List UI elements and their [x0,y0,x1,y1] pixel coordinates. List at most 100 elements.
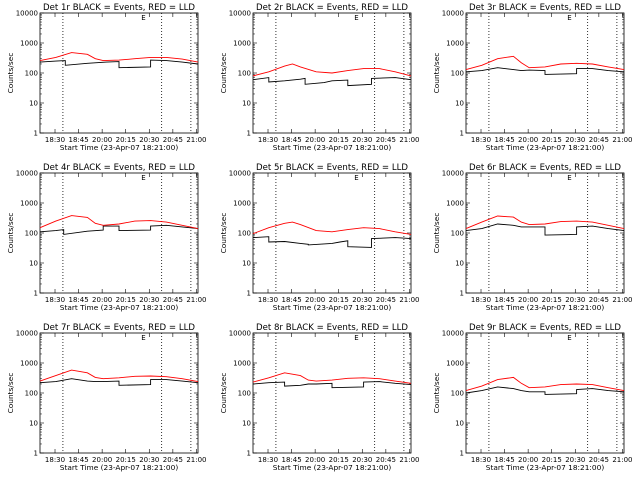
y-tick-label: 1 [34,450,38,458]
x-axis-label: Start Time (23-Apr-07 18:21:00) [273,143,392,152]
y-tick-label: 10000 [229,330,251,338]
y-tick-label: 1000 [233,40,251,48]
y-tick-label: 10 [242,100,251,108]
y-tick-label: 1000 [20,360,38,368]
y-axis-label: Counts/sec [6,213,15,254]
x-tick-label: 18:45 [494,136,514,144]
x-tick-label: 20:00 [92,296,112,304]
x-tick-label: 20:00 [305,136,325,144]
y-axis-label: Counts/sec [6,373,15,414]
x-tick-label: 20:15 [542,136,562,144]
x-tick-label: 20:30 [352,456,372,464]
x-tick-label: 20:00 [92,136,112,144]
x-tick-label: 20:00 [518,296,538,304]
legend-glyph: E [354,14,358,22]
x-tick-label: 20:00 [518,136,538,144]
x-tick-label: 20:30 [565,456,585,464]
x-tick-label: 21:00 [612,456,632,464]
x-tick-label: 20:45 [589,296,609,304]
panel-title: Det 9r BLACK = Events, RED = LLD [469,323,621,333]
x-tick-label: 20:15 [542,296,562,304]
x-tick-label: 18:30 [258,456,278,464]
panel-title: Det 6r BLACK = Events, RED = LLD [469,163,621,173]
x-tick-label: 18:45 [68,136,88,144]
panel-title: Det 3r BLACK = Events, RED = LLD [469,3,621,13]
y-axis-label: Counts/sec [432,213,441,254]
x-tick-label: 18:45 [494,456,514,464]
series-lld-line [252,63,412,77]
series-events-line [252,236,412,248]
y-tick-label: 10000 [16,330,38,338]
x-tick-label: 21:00 [399,456,419,464]
y-tick-label: 1000 [446,360,464,368]
x-tick-label: 21:00 [186,136,206,144]
x-tick-label: 18:45 [494,296,514,304]
y-tick-label: 100 [451,230,464,238]
y-tick-label: 10 [455,260,464,268]
y-tick-label: 1 [247,130,251,138]
x-tick-label: 18:45 [281,456,301,464]
y-tick-label: 10 [455,420,464,428]
panel-title: Det 4r BLACK = Events, RED = LLD [43,163,195,173]
x-tick-label: 20:15 [329,136,349,144]
x-tick-label: 20:45 [589,456,609,464]
plot-frame [39,332,199,454]
x-tick-label: 20:00 [305,456,325,464]
y-tick-label: 10000 [16,170,38,178]
series-lld-line [465,215,625,230]
series-events-line [39,224,199,235]
series-lld-line [465,55,625,71]
legend-glyph: E [141,174,145,182]
x-axis-label: Start Time (23-Apr-07 18:21:00) [60,463,179,472]
legend-glyph: E [567,14,571,22]
series-events-line [252,77,412,87]
y-tick-label: 10 [29,420,38,428]
x-tick-label: 18:30 [258,136,278,144]
legend-glyph: E [567,334,571,342]
x-tick-label: 20:45 [589,136,609,144]
y-tick-label: 100 [25,70,38,78]
x-tick-label: 20:00 [518,456,538,464]
series-lld-line [252,221,412,235]
panel-title: Det 8r BLACK = Events, RED = LLD [256,323,408,333]
y-tick-label: 100 [238,230,251,238]
y-tick-label: 10 [242,260,251,268]
x-axis-label: Start Time (23-Apr-07 18:21:00) [486,303,605,312]
y-tick-label: 1 [460,290,464,298]
y-tick-label: 1000 [233,200,251,208]
y-tick-label: 10000 [229,170,251,178]
y-axis-label: Counts/sec [219,373,228,414]
x-tick-label: 20:30 [352,136,372,144]
y-tick-label: 1 [460,130,464,138]
x-tick-label: 20:45 [376,296,396,304]
series-events-line [252,381,412,389]
y-tick-label: 10000 [442,330,464,338]
x-tick-label: 20:15 [116,136,136,144]
panel-title: Det 5r BLACK = Events, RED = LLD [256,163,408,173]
series-lld-line [39,52,199,63]
y-tick-label: 100 [451,390,464,398]
y-tick-label: 1000 [20,200,38,208]
x-tick-label: 21:00 [612,296,632,304]
plot-frame [252,332,412,454]
plot-frame [252,172,412,294]
x-tick-label: 18:30 [258,296,278,304]
x-tick-label: 18:30 [471,136,491,144]
x-tick-label: 18:30 [45,136,65,144]
y-tick-label: 100 [238,390,251,398]
y-tick-label: 10 [242,420,251,428]
x-tick-label: 20:45 [163,136,183,144]
x-axis-label: Start Time (23-Apr-07 18:21:00) [60,303,179,312]
legend-glyph: E [567,174,571,182]
y-axis-label: Counts/sec [219,53,228,94]
x-tick-label: 20:30 [565,296,585,304]
